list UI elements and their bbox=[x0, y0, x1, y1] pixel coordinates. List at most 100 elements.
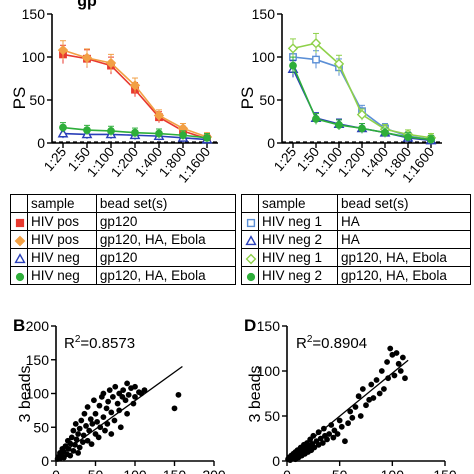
scatter-point bbox=[76, 425, 83, 432]
scatter-point bbox=[357, 413, 364, 419]
legend-beads: gp120, HA, Ebola bbox=[95, 266, 237, 285]
legend-marker bbox=[10, 266, 28, 285]
y-tick-label: 100 bbox=[252, 49, 276, 65]
data-point bbox=[310, 38, 322, 49]
scatter-point bbox=[75, 431, 82, 437]
data-point bbox=[179, 131, 187, 140]
scatter-point bbox=[75, 450, 82, 456]
x-tick-label: 200 bbox=[202, 467, 226, 474]
legend-row: HIV neg gp120 bbox=[10, 248, 237, 267]
scatter-point bbox=[116, 407, 123, 414]
data-point bbox=[107, 127, 115, 135]
panel-b-r2-value: =0.8573 bbox=[80, 335, 135, 352]
legend-row: HIV pos gp120, HA, Ebola bbox=[10, 230, 237, 249]
legend-table-left: sample bead set(s) HIV pos gp120 HIV pos… bbox=[10, 194, 237, 285]
panel-d-plot: D 3 beads R2=0.8904 0 50 100 150 0 50 100 150 bbox=[244, 316, 457, 474]
legend-header-sample: sample bbox=[257, 194, 339, 213]
scatter-point bbox=[89, 420, 96, 427]
panel-a-left-plot: PS gp 0501001501:251:501:1001:2001:4001:… bbox=[10, 0, 218, 186]
scatter-point bbox=[65, 445, 72, 452]
legend-marker bbox=[10, 248, 28, 267]
data-point bbox=[287, 43, 299, 54]
panel-d-r2-prefix: R bbox=[296, 335, 307, 352]
data-point bbox=[333, 58, 345, 70]
y-tick-label: 150 bbox=[257, 318, 281, 334]
scatter-point bbox=[376, 390, 383, 397]
scatter-point bbox=[328, 422, 335, 428]
scatter-point bbox=[109, 393, 116, 400]
x-tick-label: 1:25 bbox=[41, 144, 69, 174]
data-point bbox=[312, 115, 320, 123]
data-point bbox=[356, 109, 368, 120]
scatter-point bbox=[399, 354, 406, 361]
scatter-point bbox=[103, 405, 110, 412]
legend-header-beads: bead set(s) bbox=[337, 194, 471, 213]
y-tick-label: 50 bbox=[29, 92, 45, 108]
scatter-point bbox=[315, 429, 322, 436]
scatter-point bbox=[311, 444, 318, 451]
y-tick-label: 50 bbox=[259, 92, 275, 108]
scatter-point bbox=[84, 404, 91, 410]
legend-beads: gp120, HA, Ebola bbox=[95, 230, 237, 249]
scatter-point bbox=[114, 400, 121, 407]
y-tick-label: 0 bbox=[41, 453, 49, 469]
scatter-point bbox=[349, 414, 356, 421]
x-tick-label: 50 bbox=[88, 467, 104, 474]
scatter-point bbox=[67, 452, 74, 459]
scatter-point bbox=[397, 368, 404, 374]
legend-marker-shape bbox=[14, 253, 26, 264]
scatter-point bbox=[381, 386, 387, 392]
panel-b-r2-annotation: R2=0.8573 bbox=[64, 334, 135, 352]
legend-header-beads: bead set(s) bbox=[95, 194, 237, 213]
scatter-point bbox=[326, 431, 333, 437]
data-point bbox=[59, 123, 67, 132]
data-point bbox=[131, 128, 139, 137]
legend-sample: HIV neg 2 bbox=[257, 230, 339, 249]
legend-sample: HIV neg bbox=[27, 248, 97, 267]
legend-row: HIV neg gp120, HA, Ebola bbox=[10, 266, 237, 285]
y-tick-label: 150 bbox=[22, 6, 46, 22]
scatter-point bbox=[73, 436, 80, 443]
legend-sample: HIV pos bbox=[27, 230, 97, 249]
scatter-point bbox=[391, 372, 398, 379]
legend-header-blank bbox=[10, 194, 28, 213]
legend-beads: gp120, HA, Ebola bbox=[337, 266, 471, 285]
scatter-point bbox=[67, 440, 74, 447]
scatter-point bbox=[78, 417, 85, 424]
scatter-point bbox=[72, 420, 79, 427]
scatter-point bbox=[105, 398, 112, 405]
scatter-point bbox=[76, 444, 83, 451]
data-point bbox=[358, 124, 366, 133]
scatter-point bbox=[70, 427, 77, 434]
y-tick-label: 150 bbox=[252, 6, 276, 22]
legend-marker-icon bbox=[14, 235, 26, 247]
scatter-point bbox=[70, 447, 77, 454]
scatter-point bbox=[352, 404, 359, 410]
scatter-point bbox=[95, 434, 102, 441]
data-point bbox=[57, 44, 69, 56]
legend-marker-icon bbox=[246, 218, 256, 228]
scatter-point bbox=[345, 420, 351, 427]
scatter-point bbox=[342, 438, 348, 445]
legend-marker-shape bbox=[245, 253, 257, 265]
scatter-point bbox=[368, 381, 375, 388]
legend-marker-shape bbox=[246, 218, 256, 228]
x-tick-label: 0 bbox=[52, 467, 60, 474]
y-tick-label: 50 bbox=[264, 408, 280, 424]
legend-marker-shape bbox=[14, 235, 26, 247]
data-point bbox=[404, 133, 412, 141]
panel-a-left-title: gp bbox=[77, 0, 97, 10]
scatter-point bbox=[384, 359, 390, 365]
legend-marker bbox=[241, 212, 259, 231]
panel-a-right-ylabel: PS bbox=[238, 87, 257, 110]
data-point bbox=[203, 133, 211, 142]
y-tick-label: 100 bbox=[26, 386, 50, 402]
scatter-point bbox=[338, 423, 345, 430]
scatter-point bbox=[124, 410, 130, 417]
x-tick-label: 0 bbox=[283, 467, 291, 474]
scatter-point bbox=[68, 434, 75, 441]
legend-beads: gp120, HA, Ebola bbox=[337, 248, 471, 267]
scatter-point bbox=[122, 397, 129, 404]
scatter-point bbox=[102, 427, 108, 434]
